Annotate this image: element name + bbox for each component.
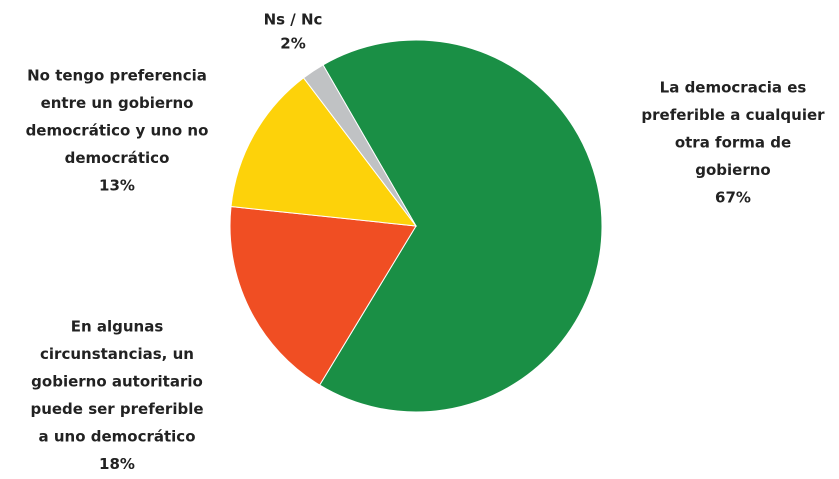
slice-label: circunstancias, un [40, 345, 194, 363]
slice-label: Ns / Nc [264, 11, 323, 29]
slice-label: La democracia es [660, 79, 807, 97]
slice-label: a uno democrático [39, 428, 196, 446]
slice-label: En algunas [71, 318, 164, 336]
slice-value-label: 67% [715, 189, 751, 207]
slice-label: gobierno autoritario [31, 373, 203, 391]
slice-label: puede ser preferible [30, 400, 203, 418]
pie-slice [229, 206, 417, 386]
slice-value-label: 2% [280, 35, 305, 53]
slice-value-label: 13% [99, 177, 135, 195]
pie-slice [302, 64, 417, 227]
pie-slice [318, 39, 603, 413]
slice-value-label: 18% [99, 455, 135, 473]
slice-label: otra forma de [675, 134, 791, 152]
slice-label: gobierno [695, 161, 770, 179]
pie-slice [230, 77, 418, 227]
slice-label: preferible a cualquier [641, 106, 825, 124]
slice-label: democrático [65, 149, 170, 167]
slice-label: No tengo preferencia [27, 67, 207, 85]
slice-label: democrático y uno no [26, 122, 209, 140]
slice-label: entre un gobierno [41, 94, 194, 112]
